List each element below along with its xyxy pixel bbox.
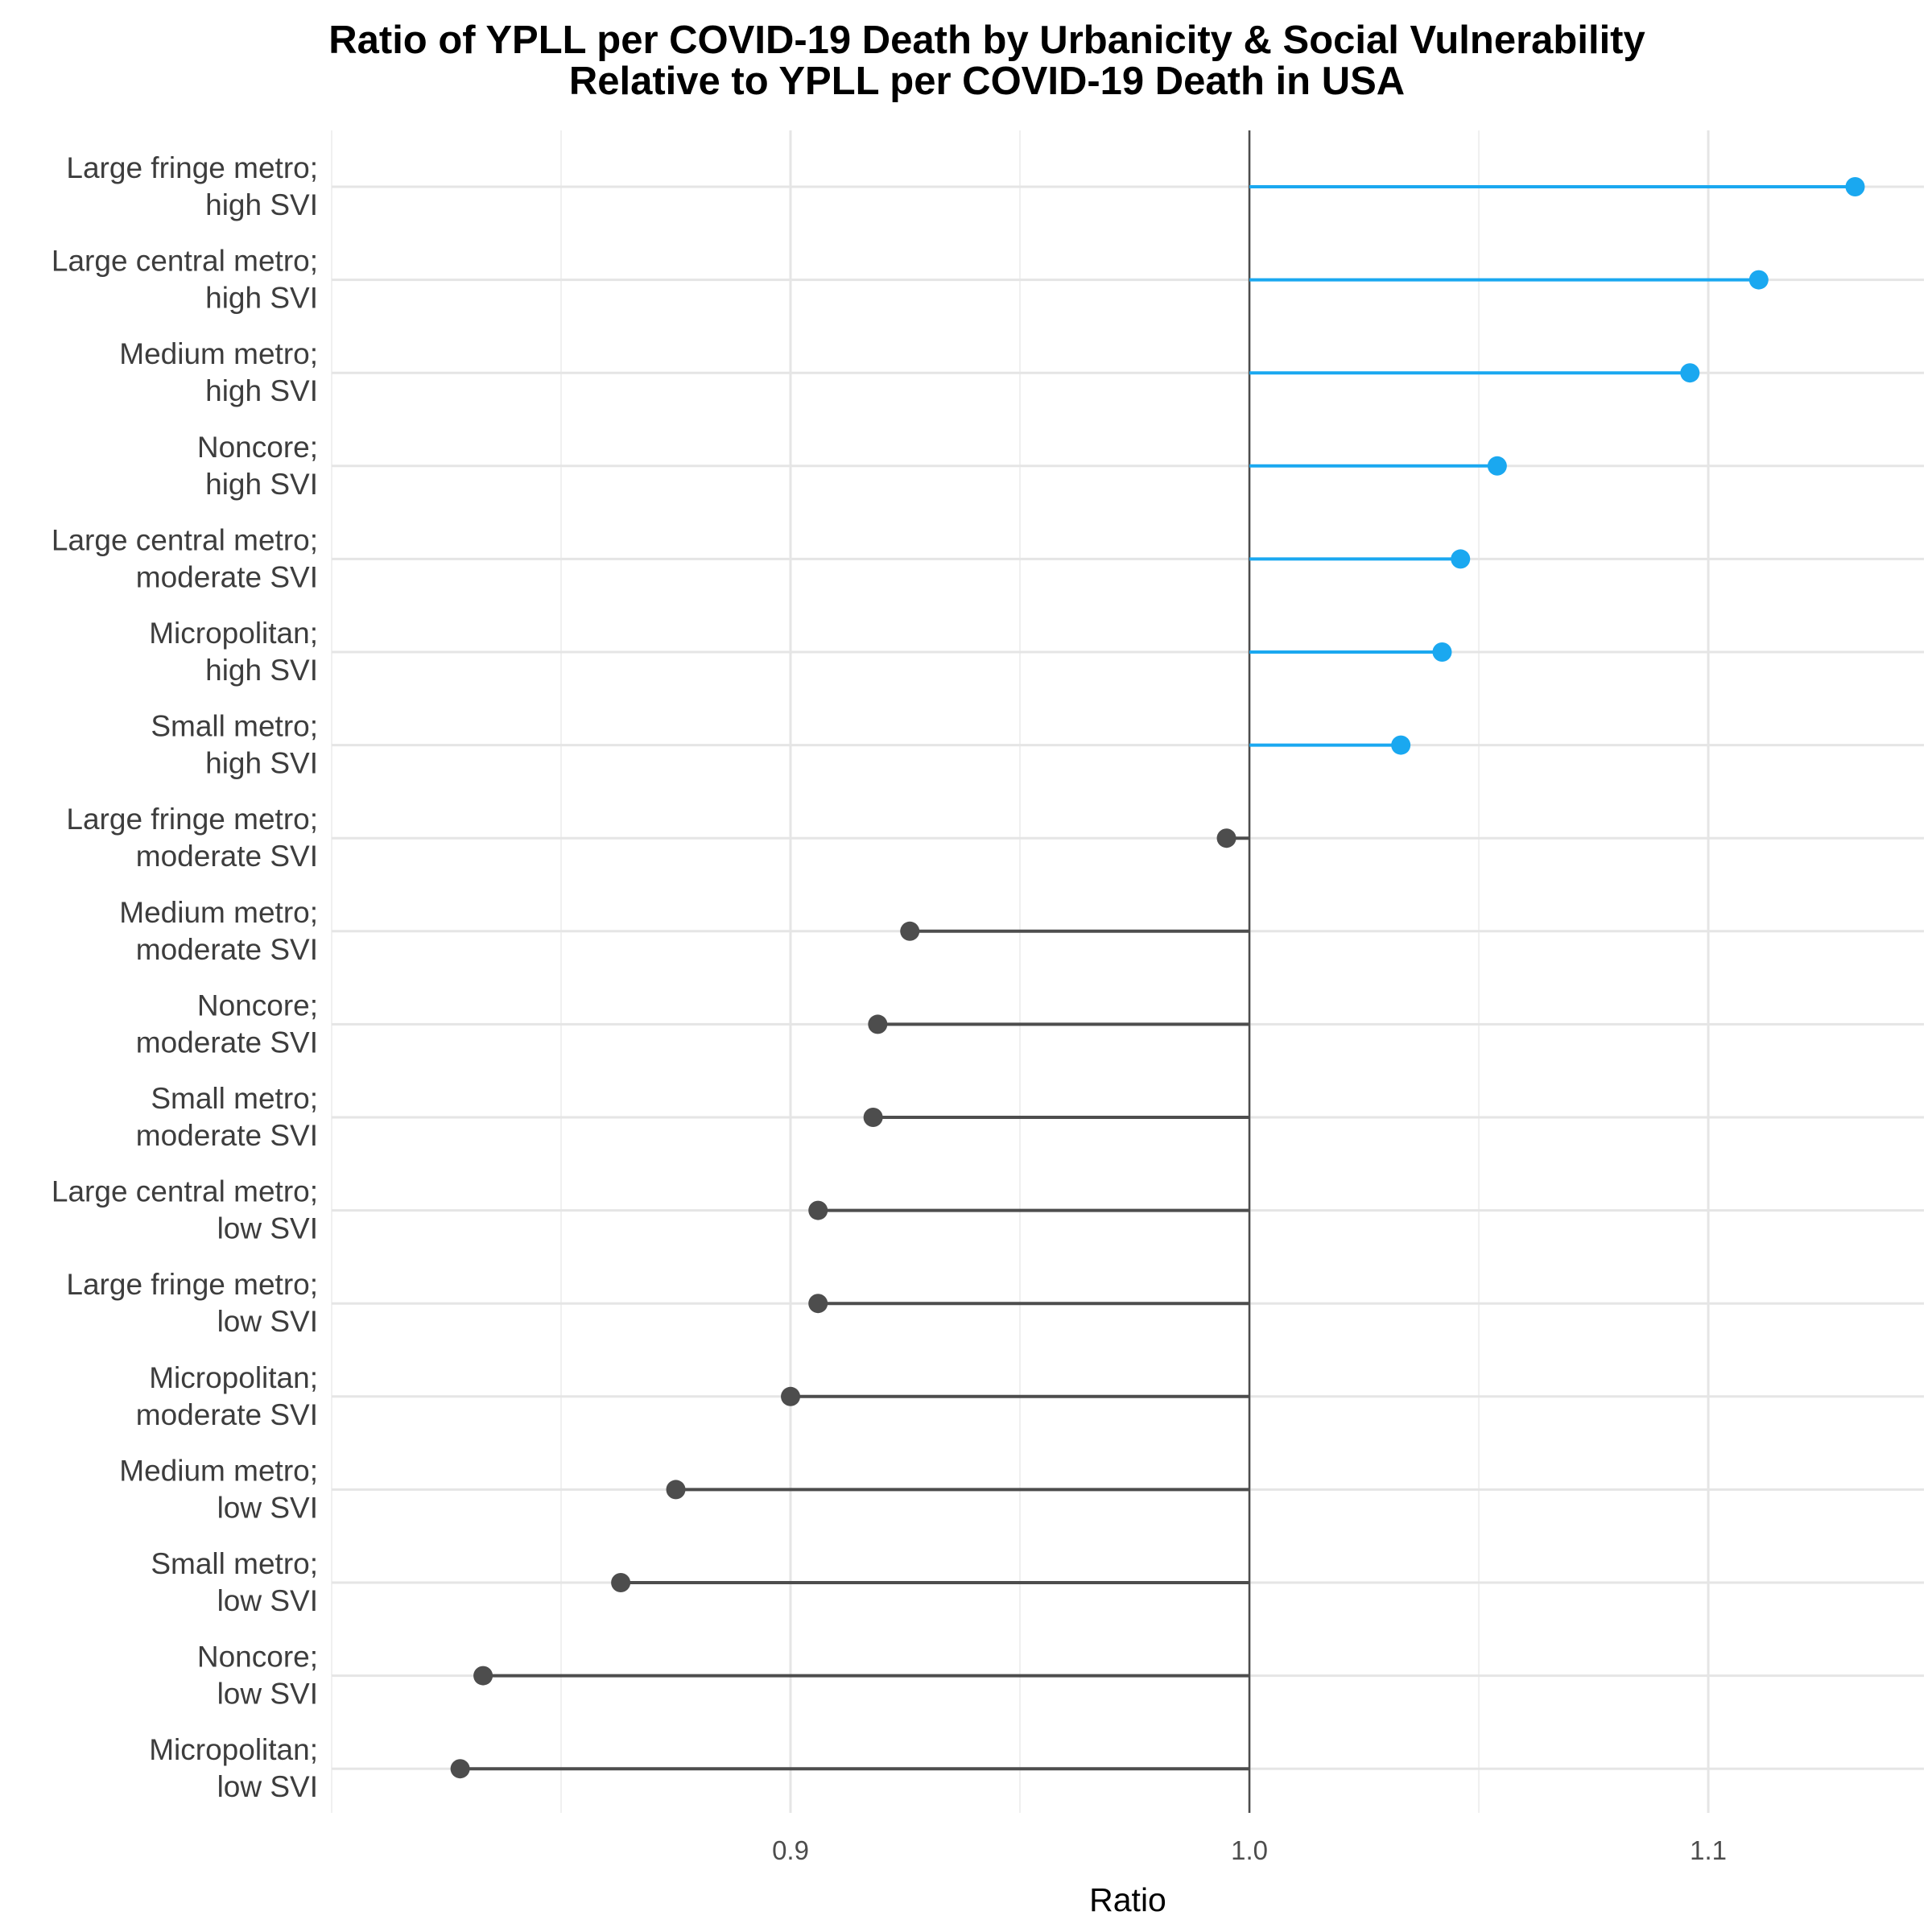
category-label: Micropolitan; [149, 1361, 318, 1394]
category-label: Large central metro; [52, 523, 318, 556]
category-label: high SVI [205, 282, 318, 315]
data-marks [450, 177, 1865, 1779]
category-label: high SVI [205, 374, 318, 407]
category-label: moderate SVI [136, 1398, 318, 1431]
lollipop-point [1432, 642, 1452, 662]
lollipop-point [450, 1759, 470, 1779]
x-axis-title-group: Ratio [1089, 1881, 1166, 1918]
chart-title-line: Ratio of YPLL per COVID-19 Death by Urba… [328, 19, 1645, 62]
category-label: Micropolitan; [149, 617, 318, 650]
category-label: Noncore; [197, 431, 318, 464]
x-tick-label: 1.0 [1231, 1835, 1268, 1865]
category-label: low SVI [217, 1491, 318, 1524]
category-label: Large fringe metro; [66, 803, 318, 836]
category-label: moderate SVI [136, 933, 318, 966]
category-label: Noncore; [197, 1641, 318, 1674]
x-tick-label: 1.1 [1690, 1835, 1727, 1865]
category-label: Noncore; [197, 989, 318, 1022]
lollipop-point [1451, 549, 1471, 569]
lollipop-point [868, 1014, 888, 1034]
grid [331, 130, 1924, 1813]
category-label: moderate SVI [136, 1026, 318, 1059]
category-label: Micropolitan; [149, 1733, 318, 1766]
x-axis-ticks: 0.9 1.0 1.1 [772, 1835, 1727, 1865]
chart-title-line: Relative to YPLL per COVID-19 Death in U… [569, 60, 1405, 103]
category-label: Small metro; [151, 1547, 318, 1580]
category-label: Medium metro; [119, 337, 318, 370]
category-label: Small metro; [151, 1082, 318, 1115]
category-label: low SVI [217, 1584, 318, 1617]
lollipop-point [1391, 735, 1411, 755]
lollipop-point [863, 1108, 883, 1127]
category-label: low SVI [217, 1305, 318, 1338]
category-label: Large central metro; [52, 245, 318, 278]
lollipop-point [781, 1386, 801, 1406]
lollipop-point [1845, 177, 1865, 196]
category-label: moderate SVI [136, 1119, 318, 1152]
x-axis-title: Ratio [1089, 1881, 1166, 1918]
lollipop-point [473, 1666, 493, 1686]
category-label: high SVI [205, 654, 318, 687]
category-label: high SVI [205, 188, 318, 221]
category-label: low SVI [217, 1770, 318, 1803]
lollipop-point [808, 1294, 828, 1314]
lollipop-point [666, 1480, 686, 1500]
category-label: high SVI [205, 468, 318, 501]
lollipop-point [611, 1573, 631, 1592]
x-tick-label: 0.9 [772, 1835, 809, 1865]
lollipop-point [1216, 828, 1236, 848]
lollipop-point [808, 1200, 828, 1220]
lollipop-point [1748, 270, 1769, 290]
chart-title: Ratio of YPLL per COVID-19 Death by Urba… [328, 19, 1645, 103]
category-label: Large fringe metro; [66, 151, 318, 184]
category-label: moderate SVI [136, 840, 318, 873]
category-label: low SVI [217, 1212, 318, 1245]
category-label: high SVI [205, 747, 318, 780]
category-label: Medium metro; [119, 896, 318, 929]
category-label: Large central metro; [52, 1175, 318, 1208]
lollipop-point [1487, 456, 1507, 476]
lollipop-point [900, 921, 920, 941]
lollipop-point [1680, 363, 1700, 383]
category-label: low SVI [217, 1678, 318, 1711]
category-label: Medium metro; [119, 1454, 318, 1487]
category-label: moderate SVI [136, 560, 318, 593]
category-label: Large fringe metro; [66, 1268, 318, 1301]
y-axis-labels: Large fringe metro; high SVI Large central… [52, 151, 318, 1803]
category-label: Small metro; [151, 710, 318, 743]
